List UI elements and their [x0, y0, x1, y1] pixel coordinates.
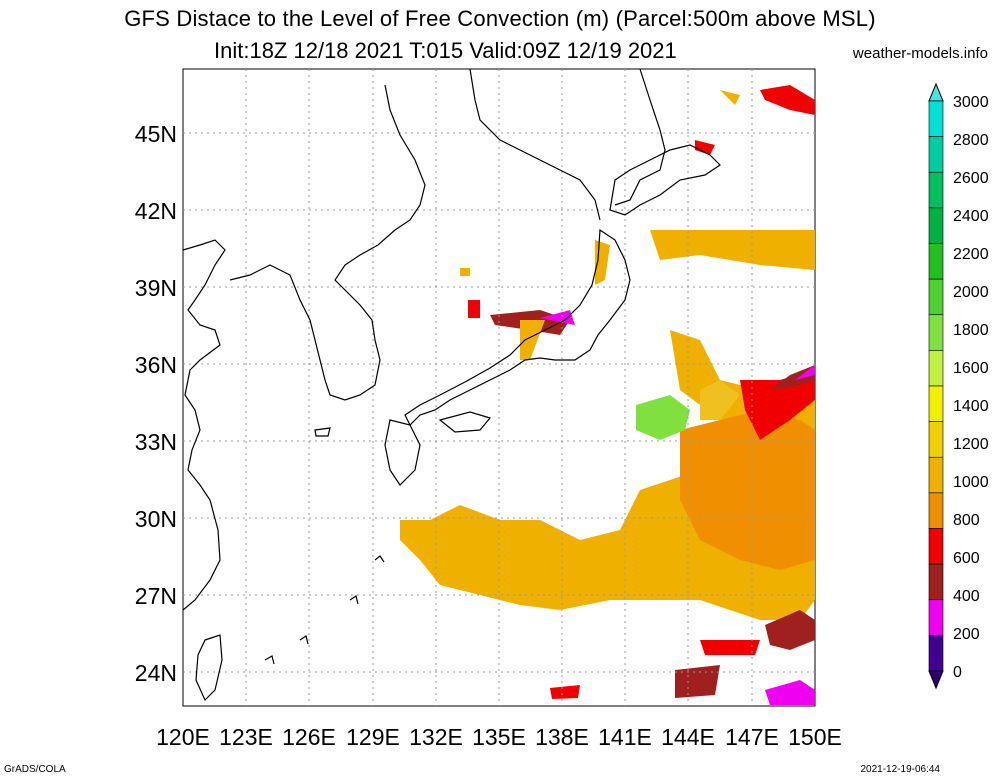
colorbar-segment — [928, 350, 944, 387]
colorbar-segment — [928, 635, 944, 672]
lon-label: 135E — [472, 724, 526, 750]
colorbar-label: 1600 — [953, 360, 989, 377]
colorbar-label: 0 — [953, 664, 962, 681]
lon-label: 138E — [535, 724, 589, 750]
lat-label: 33N — [135, 429, 177, 455]
colorbar-label: 800 — [953, 512, 980, 529]
colorbar-label: 2800 — [953, 132, 989, 149]
colorbar-segment — [928, 385, 944, 422]
lon-label: 132E — [409, 724, 463, 750]
lon-label: 144E — [661, 724, 715, 750]
colorbar-bottom-arrow — [928, 670, 944, 690]
lon-label: 126E — [282, 724, 336, 750]
colorbar-top-arrow — [928, 82, 944, 102]
site-credit: weather-models.info — [852, 45, 988, 62]
colorbar-segment — [928, 171, 944, 209]
colorbar-label: 1800 — [953, 322, 989, 339]
lat-label: 45N — [135, 121, 177, 147]
chart-subtitle: Init:18Z 12/18 2021 T:015 Valid:09Z 12/1… — [214, 38, 677, 63]
lat-labels: 45N 42N 39N 36N 33N 30N 27N 24N — [135, 121, 177, 686]
colorbar-label: 1200 — [953, 436, 989, 453]
colorbar-label: 2600 — [953, 170, 989, 187]
chart-title: GFS Distace to the Level of Free Convect… — [124, 6, 876, 31]
lon-label: 120E — [156, 724, 210, 750]
lat-label: 42N — [135, 198, 177, 224]
lat-label: 30N — [135, 506, 177, 532]
lat-label: 27N — [135, 583, 177, 609]
coastlines — [182, 68, 721, 702]
colorbar-label: 2200 — [953, 246, 989, 263]
colorbar-segment — [928, 278, 944, 316]
footer-timestamp: 2021-12-19-06:44 — [860, 764, 940, 775]
colorbar-segment — [928, 136, 944, 173]
lfc-shading — [400, 85, 815, 705]
lon-label: 147E — [725, 724, 779, 750]
lat-label: 36N — [135, 352, 177, 378]
lon-labels: 120E 123E 126E 129E 132E 135E 138E 141E … — [156, 724, 842, 750]
colorbar-segment — [928, 100, 944, 137]
colorbar-segment — [928, 207, 944, 244]
colorbar-segment — [928, 243, 944, 280]
colorbar-label: 400 — [953, 588, 980, 605]
colorbar-segment — [928, 456, 944, 494]
lon-label: 129E — [346, 724, 400, 750]
lat-label: 39N — [135, 275, 177, 301]
colorbar-segment — [928, 599, 944, 636]
colorbar-label: 600 — [953, 550, 980, 567]
colorbar-label: 2000 — [953, 284, 989, 301]
colorbar-segment — [928, 421, 944, 458]
lon-label: 150E — [788, 724, 842, 750]
colorbar-label: 1000 — [953, 474, 989, 491]
colorbar-label: 3000 — [953, 94, 989, 111]
colorbar: 3000280026002400220020001800160014001200… — [928, 82, 989, 690]
colorbar-segment — [928, 563, 944, 601]
lon-label: 141E — [598, 724, 652, 750]
lon-label: 123E — [219, 724, 273, 750]
colorbar-label: 1400 — [953, 398, 989, 415]
map-gridlines — [183, 69, 815, 706]
colorbar-label: 200 — [953, 626, 980, 643]
colorbar-segment — [928, 492, 944, 529]
colorbar-segment — [928, 528, 944, 565]
colorbar-segment — [928, 314, 944, 351]
footer-credit: GrADS/COLA — [4, 764, 66, 775]
lat-label: 24N — [135, 660, 177, 686]
colorbar-label: 2400 — [953, 208, 989, 225]
